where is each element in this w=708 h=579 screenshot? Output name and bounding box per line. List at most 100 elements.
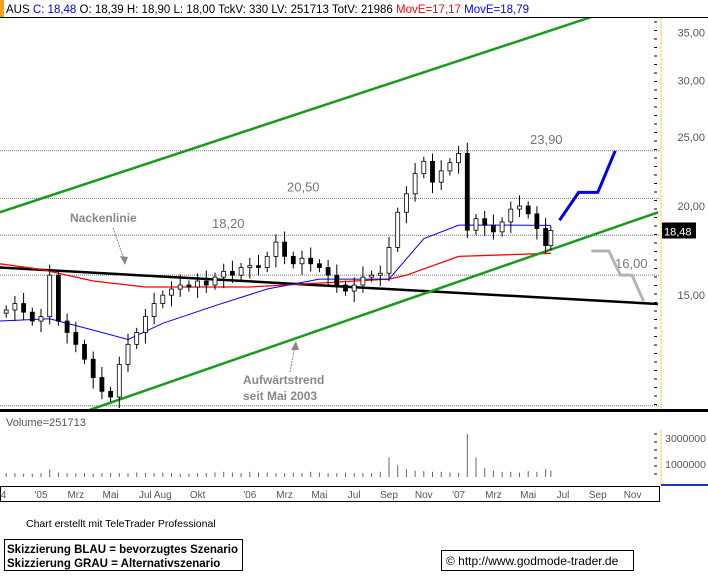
y-tick-label: 30,00 <box>677 75 705 87</box>
candle-body <box>525 205 531 215</box>
y-tick-label: 25,00 <box>677 132 705 144</box>
candle-body <box>508 208 514 223</box>
x-tick-label: Sep <box>380 490 398 501</box>
candle-body <box>290 255 296 265</box>
candle-body <box>3 309 9 314</box>
candle-body <box>334 274 340 286</box>
candle-body <box>386 246 392 274</box>
candle-body <box>308 257 314 265</box>
price-axis: 35,00 30,00 25,00 20,00 15,00 18,48 <box>654 18 705 410</box>
candle-body <box>412 173 418 195</box>
scenario-blue-path <box>558 150 617 222</box>
candle-body <box>142 316 148 333</box>
uptrend-arrow <box>289 345 296 373</box>
panel-divider <box>0 409 708 412</box>
x-tick-label: Aug <box>154 490 172 501</box>
candle-body <box>325 267 331 276</box>
y-tick-label: 15,00 <box>677 290 705 302</box>
candle-body <box>264 255 270 268</box>
arrowhead-icon <box>291 341 299 350</box>
accent-block <box>0 0 4 17</box>
volume-panel: Volume=251713 3000000 1000000 <box>5 417 708 486</box>
candle-body <box>482 218 488 226</box>
candle-body <box>247 265 253 268</box>
candle-body <box>186 284 192 288</box>
quote-header: AUS C: 18,48 O: 18,39 H: 18,90 L: 18,00 … <box>0 0 708 18</box>
candle-body <box>543 228 548 247</box>
legend-blue: Skizzierung BLAU = bevorzugtes Szenario <box>7 544 238 556</box>
neckline <box>0 266 659 306</box>
arrowhead-icon <box>120 256 128 265</box>
candle-body <box>90 358 96 378</box>
x-tick-label: '06 <box>243 490 256 501</box>
candle-body <box>12 303 18 311</box>
x-tick-label: '04 <box>0 490 7 501</box>
candle-body <box>64 320 70 333</box>
candle-body <box>343 284 348 292</box>
time-axis-box <box>0 486 660 502</box>
copyright-box <box>441 550 634 571</box>
neckline-arrow <box>112 227 126 263</box>
candle-body <box>195 280 201 288</box>
last-price-text: 18,48 <box>664 227 692 239</box>
x-tick-label: Jul <box>139 490 152 501</box>
ma-long-value: MovE=17,17 <box>396 4 461 16</box>
candle-body <box>499 221 505 233</box>
candle-body <box>548 230 554 247</box>
volume-tick-label: 3000000 <box>665 433 706 445</box>
candle-body <box>369 274 375 278</box>
candle-body <box>395 211 401 248</box>
candle-body <box>421 160 427 175</box>
x-tick-label: Nov <box>415 490 433 501</box>
x-tick-label: Jul <box>348 490 361 501</box>
scenario-gray-path <box>591 249 645 303</box>
close-value: C: 18,48 <box>33 4 76 16</box>
legend-gray: Skizzierung GRAU = Alternativszenario <box>7 558 220 570</box>
candle-body <box>169 288 174 296</box>
candle-body <box>29 311 35 322</box>
level-label: 18,20 <box>212 216 245 231</box>
candle-body <box>160 294 166 304</box>
candle-body <box>377 272 383 276</box>
candle-body <box>256 265 261 268</box>
x-tick-label: Mrz <box>67 490 84 501</box>
uptrend-label-2: seit Mai 2003 <box>243 389 317 403</box>
level-label: 20,50 <box>287 179 320 194</box>
uptrend-line <box>88 211 659 409</box>
copyright-link[interactable]: © http://www.godmode-trader.de <box>446 554 619 568</box>
candle-body <box>517 205 522 210</box>
x-tick-label: Okt <box>190 490 206 501</box>
x-tick-label: Mai <box>311 490 327 501</box>
level-label: 16,00 <box>615 256 648 271</box>
x-tick-label: Mrz <box>276 490 293 501</box>
x-tick-label: '05 <box>34 490 47 501</box>
candle-body <box>73 332 79 345</box>
candle-body <box>430 160 435 183</box>
candle-body <box>229 270 235 276</box>
x-tick-label: '07 <box>452 490 465 501</box>
candle-body <box>38 316 44 322</box>
ma-short-value: MovE=18,79 <box>464 4 529 16</box>
candle-body <box>456 152 462 164</box>
annotations: Nackenlinie Aufwärtstrend seit Mai 2003 <box>70 211 324 403</box>
candle-body <box>316 263 322 268</box>
ohlc-values: O: 18,39 H: 18,90 L: 18,00 TckV: 330 LV:… <box>80 4 393 16</box>
candle-body <box>21 303 27 313</box>
y-tick-label: 20,00 <box>677 201 705 213</box>
candle-body <box>134 332 140 345</box>
upper-channel-line <box>0 18 592 214</box>
x-tick-label: Nov <box>624 490 642 501</box>
candle-body <box>360 276 366 286</box>
candle-body <box>534 213 540 229</box>
x-tick-label: Sep <box>589 490 607 501</box>
candle-body <box>473 218 479 231</box>
candle-body <box>116 363 122 398</box>
candle-body <box>238 267 244 276</box>
candle-body <box>125 343 131 365</box>
candle-body <box>282 241 288 257</box>
symbol: AUS <box>6 4 30 16</box>
candle-body <box>82 343 87 360</box>
price-panel: 23,90 20,50 18,20 16,00 <box>0 18 659 409</box>
candle-body <box>273 241 279 257</box>
